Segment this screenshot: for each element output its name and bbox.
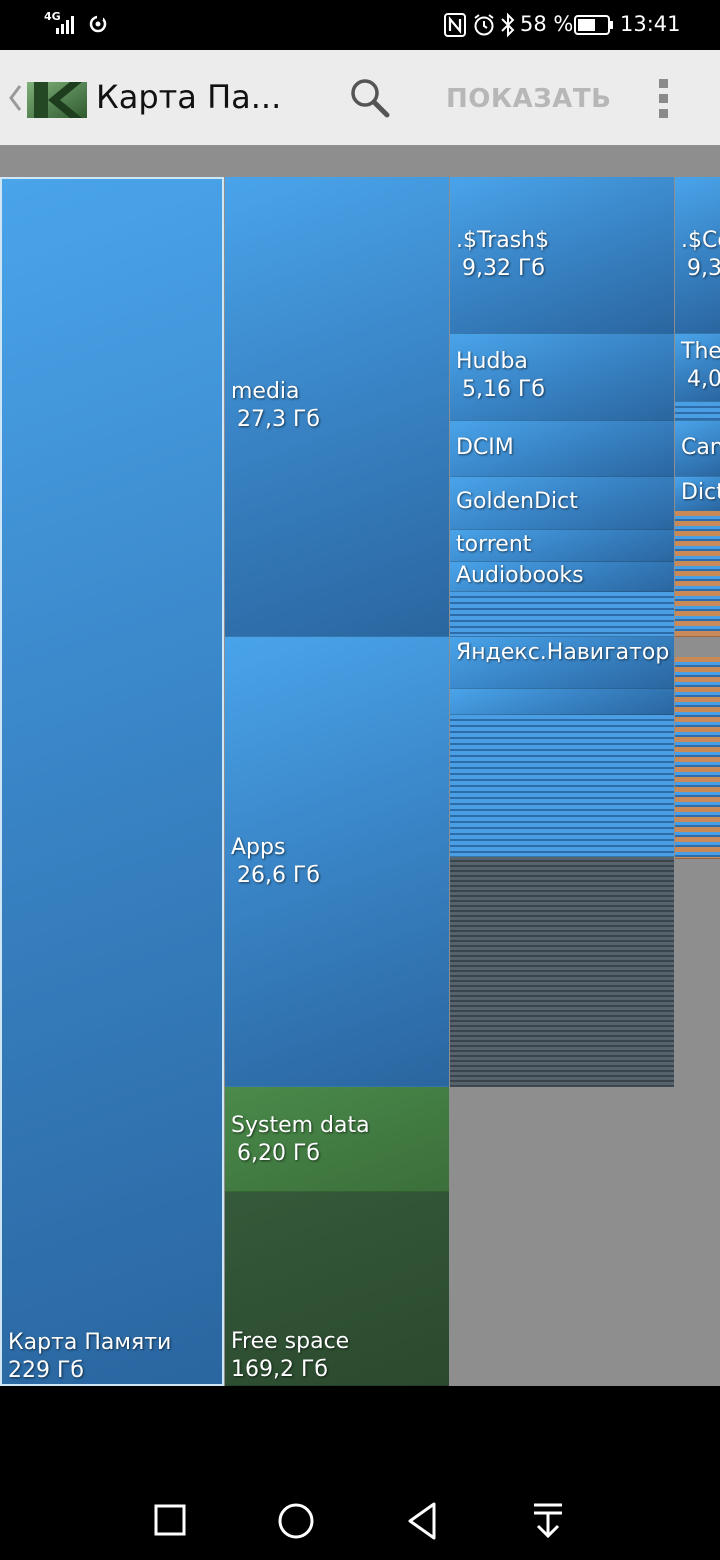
col4-tile-4[interactable]: Dict — [675, 477, 720, 511]
col4-name-1: .$Co — [681, 228, 720, 253]
battery-percent: 58 % — [520, 12, 574, 36]
apps-name: Apps — [231, 835, 286, 860]
col4-tile-3[interactable]: Can — [675, 421, 720, 477]
apps-small-items[interactable] — [450, 715, 674, 857]
show-button[interactable]: ПОКАЗАТЬ — [446, 84, 612, 114]
root-size: 229 Гб — [8, 1358, 84, 1383]
hudba-name: Hudba — [456, 349, 528, 374]
overflow-menu-icon[interactable] — [652, 76, 676, 122]
trash-tile[interactable]: .$Trash$ 9,32 Гб — [450, 177, 674, 334]
yandex-navigator-tile[interactable]: Яндекс.Навигатор — [450, 637, 674, 689]
trash-name: .$Trash$ — [456, 228, 550, 253]
trash-size: 9,32 Гб — [462, 256, 545, 281]
col4-tile-2[interactable]: The 4,0 — [675, 334, 720, 402]
col4-name-2: The — [681, 339, 720, 364]
clock: 13:41 — [620, 12, 681, 36]
apps-size: 26,6 Гб — [237, 863, 320, 888]
status-bar: 4G 58 % 13:41 — [0, 0, 720, 50]
col4-name-3: Can — [681, 435, 720, 460]
goldendict-tile[interactable]: GoldenDict — [450, 477, 674, 530]
col4-files-media[interactable] — [675, 511, 720, 637]
torrent-name: torrent — [456, 532, 532, 557]
col4-files-apps[interactable] — [675, 657, 720, 859]
action-bar — [0, 50, 720, 145]
home-icon[interactable] — [275, 1500, 317, 1542]
dcim-name: DCIM — [456, 435, 514, 460]
bluetooth-icon — [501, 12, 515, 38]
goldendict-name: GoldenDict — [456, 489, 578, 514]
media-size: 27,3 Гб — [237, 407, 320, 432]
apps-item-2[interactable] — [450, 689, 674, 715]
root-tile[interactable]: Карта Памяти 229 Гб — [0, 177, 224, 1386]
hudba-tile[interactable]: Hudba 5,16 Гб — [450, 334, 674, 421]
map-top-gap — [0, 145, 720, 177]
hudba-size: 5,16 Гб — [462, 377, 545, 402]
network-type-label: 4G — [44, 10, 61, 23]
signal-icon — [56, 16, 74, 34]
system-data-name: System data — [231, 1113, 370, 1138]
audiobooks-tile[interactable]: Audiobooks — [450, 562, 674, 592]
nfc-icon — [444, 13, 466, 37]
free-space-name: Free space — [231, 1329, 350, 1354]
recent-apps-icon[interactable] — [150, 1500, 190, 1540]
yandex-navigator-name: Яндекс.Навигатор — [456, 640, 670, 665]
col4-size-1: 9,3 — [687, 256, 720, 281]
media-name: media — [231, 379, 300, 404]
navigation-bar — [0, 1386, 720, 1560]
col4-name-4: Dict — [681, 480, 720, 505]
page-title: Карта Па... — [96, 78, 282, 116]
apps-tile[interactable]: Apps 26,6 Гб — [225, 637, 449, 1087]
alarm-icon — [474, 14, 494, 36]
col4-size-2: 4,0 — [687, 367, 720, 392]
free-space-size: 169,2 Гб — [231, 1357, 328, 1382]
treemap: Карта Памяти 229 Гб media 27,3 Гб Apps 2… — [0, 177, 720, 1386]
back-icon[interactable] — [402, 1500, 442, 1542]
audiobooks-name: Audiobooks — [456, 563, 584, 588]
torrent-tile[interactable]: torrent — [450, 530, 674, 562]
media-tile[interactable]: media 27,3 Гб — [225, 177, 449, 637]
notification-pull-icon[interactable] — [530, 1500, 566, 1542]
apps-tiny-items[interactable] — [450, 857, 674, 1087]
battery-icon — [574, 15, 613, 35]
back-button[interactable] — [4, 62, 94, 134]
root-name: Карта Памяти — [8, 1330, 172, 1355]
system-data-size: 6,20 Гб — [237, 1141, 320, 1166]
back-chevron-icon — [9, 85, 22, 111]
app-logo-icon — [27, 82, 87, 118]
media-small-items[interactable] — [450, 592, 674, 637]
col4-tile-1[interactable]: .$Co 9,3 — [675, 177, 720, 334]
dcim-tile[interactable]: DCIM — [450, 421, 674, 477]
free-space-tile[interactable]: Free space 169,2 Гб — [225, 1192, 449, 1386]
search-icon[interactable] — [348, 76, 392, 120]
sync-icon — [89, 15, 107, 33]
col4-strip-1[interactable] — [675, 402, 720, 421]
system-data-tile[interactable]: System data 6,20 Гб — [225, 1087, 449, 1192]
